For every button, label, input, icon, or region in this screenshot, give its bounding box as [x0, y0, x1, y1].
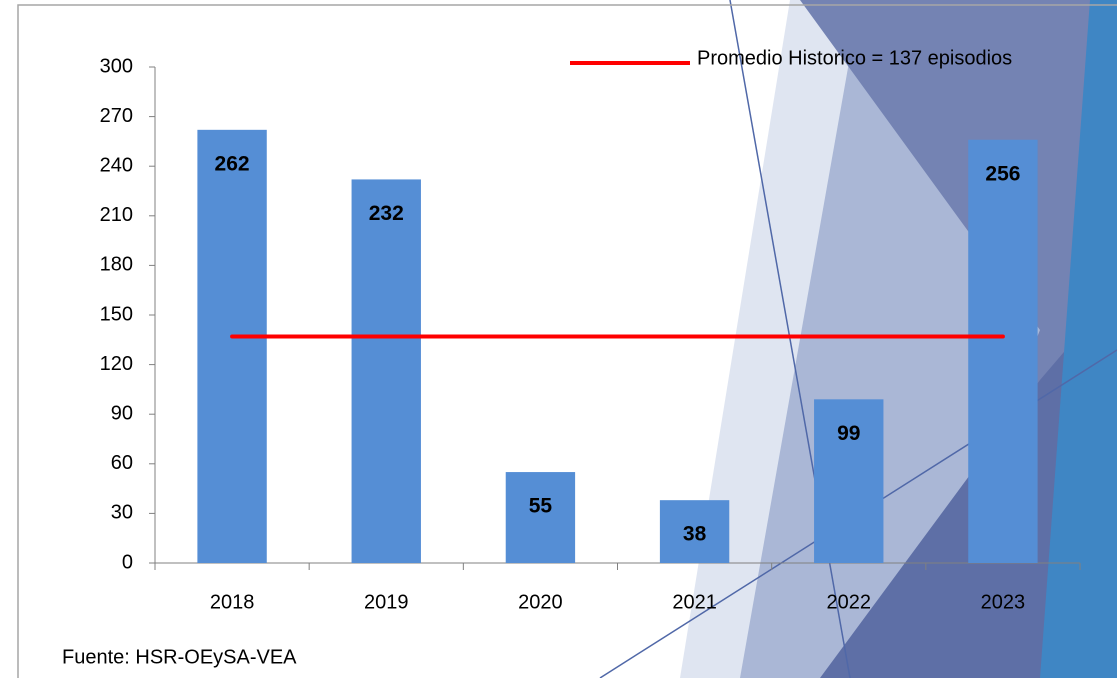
y-tick-label: 270 — [100, 105, 133, 127]
y-tick-label: 0 — [122, 551, 133, 573]
value-label: 38 — [683, 523, 707, 546]
y-tick-label: 60 — [111, 452, 133, 474]
y-tick-label: 240 — [100, 154, 133, 176]
bar — [505, 472, 576, 563]
value-label: 55 — [529, 495, 553, 518]
x-tick-label: 2020 — [518, 591, 563, 613]
y-tick-label: 30 — [111, 502, 133, 524]
x-tick-label: 2021 — [672, 591, 717, 613]
bar — [968, 139, 1038, 563]
x-tick-label: 2018 — [210, 591, 255, 613]
bar — [197, 129, 267, 563]
y-tick-label: 210 — [100, 204, 133, 226]
bar — [659, 500, 730, 563]
background-decoration — [17, 0, 1117, 678]
y-tick-label: 300 — [100, 55, 133, 77]
frame — [17, 4, 1117, 678]
source-note: Fuente: HSR-OEySA-VEA — [62, 646, 297, 668]
y-tick-label: 180 — [100, 254, 133, 276]
value-label: 262 — [215, 152, 250, 175]
value-label: 232 — [369, 202, 404, 225]
x-tick-label: 2023 — [981, 591, 1026, 613]
bar — [351, 179, 421, 563]
y-tick-label: 150 — [100, 303, 133, 325]
value-label: 256 — [985, 162, 1020, 185]
legend-label: Promedio Historico = 137 episodios — [697, 47, 1012, 69]
value-label: 99 — [837, 422, 860, 445]
bar — [814, 399, 884, 563]
x-tick-label: 2022 — [827, 591, 872, 613]
y-tick-label: 90 — [111, 402, 133, 424]
deco — [729, 0, 851, 678]
x-tick-label: 2019 — [364, 591, 409, 613]
deco — [1040, 0, 1117, 678]
y-tick-label: 120 — [100, 353, 133, 375]
